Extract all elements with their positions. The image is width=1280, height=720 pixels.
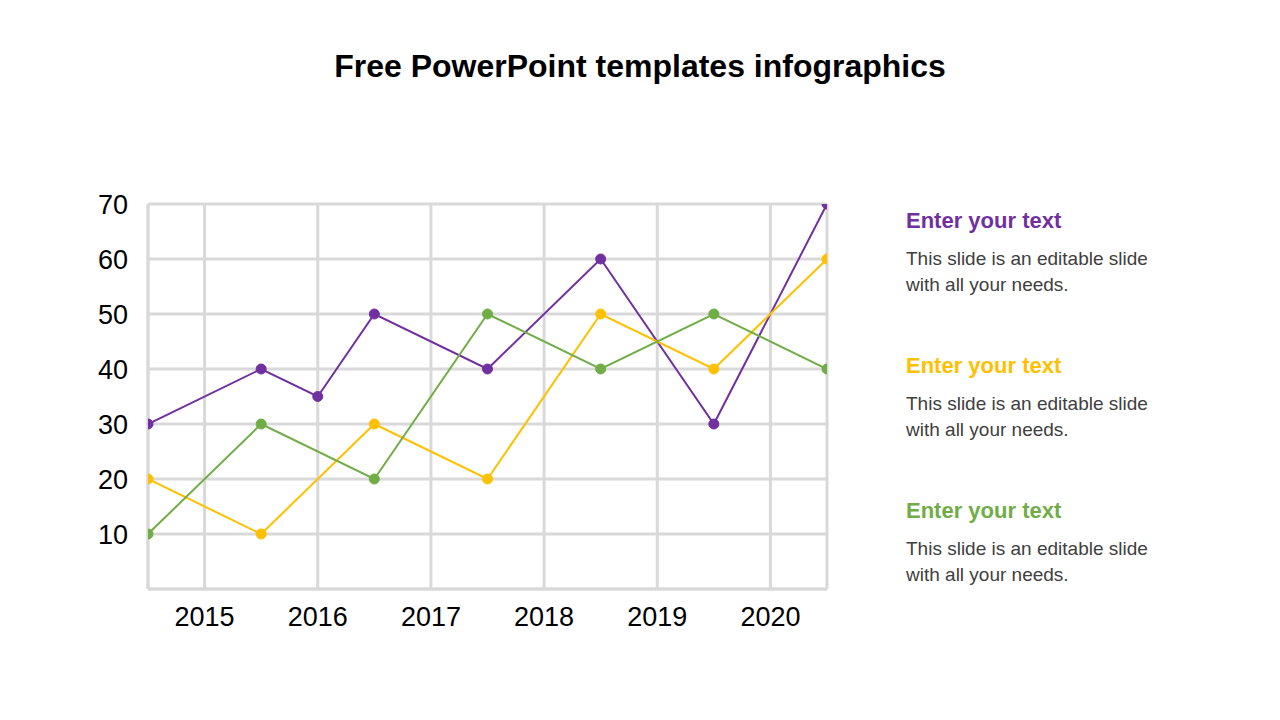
html-text:This slide is an editable slid: This slide is an editable slide with all…	[906, 248, 1148, 295]
html-text:Enter your text: Enter your text	[906, 208, 1062, 233]
svg-text:2016: 2016	[288, 602, 348, 632]
svg-text:2019: 2019	[627, 602, 687, 632]
svg-text:2020: 2020	[740, 602, 800, 632]
html-text:Free PowerPoint templates info: Free PowerPoint templates infographics	[334, 48, 946, 84]
html-text:This slide is an editable slid: This slide is an editable slide with all…	[906, 393, 1148, 440]
html-text:This slide is an editable slid: This slide is an editable slide with all…	[906, 538, 1148, 585]
html-text:Enter your text: Enter your text	[906, 498, 1062, 523]
svg-text:70: 70	[98, 190, 128, 220]
svg-text:2015: 2015	[175, 602, 235, 632]
svg-text:20: 20	[98, 465, 128, 495]
svg-text:30: 30	[98, 410, 128, 440]
svg-text:50: 50	[98, 300, 128, 330]
svg-text:2017: 2017	[401, 602, 461, 632]
svg-text:10: 10	[98, 520, 128, 550]
svg-text:60: 60	[98, 245, 128, 275]
svg-text:2018: 2018	[514, 602, 574, 632]
html-text:Enter your text: Enter your text	[906, 353, 1062, 378]
svg-text:40: 40	[98, 355, 128, 385]
